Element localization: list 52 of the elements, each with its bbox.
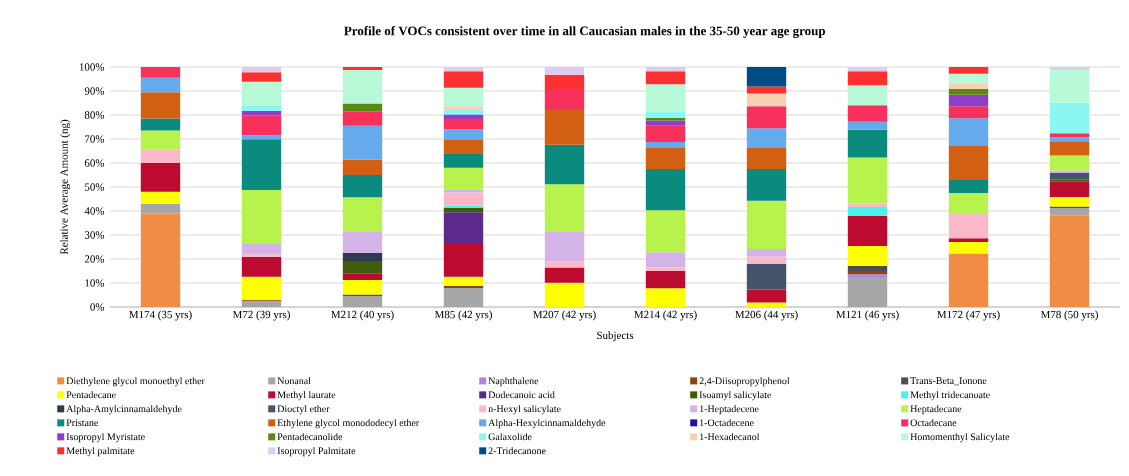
x-tick-label: M212 (40 yrs)	[331, 310, 394, 321]
x-tick-label: M72 (39 yrs)	[232, 310, 290, 321]
legend-label: Diethylene glycol monoethyl ether	[66, 377, 205, 387]
legend-label: Nonanal	[277, 377, 311, 385]
y-tick-label: 60%	[84, 159, 105, 167]
legend-label: n-Hexyl salicylate	[488, 405, 561, 415]
legend-label: Galaxolide	[488, 433, 532, 441]
x-tick-label: M214 (42 yrs)	[634, 310, 697, 321]
legend-label: Trans-Beta_Ionone	[910, 377, 987, 386]
y-tick-label: 40%	[84, 207, 105, 215]
legend-label: Methyl palmitate	[66, 447, 135, 457]
x-tick-label: M78 (50 yrs)	[1040, 310, 1098, 321]
y-tick-label: 80%	[84, 111, 105, 119]
y-tick-label: 0%	[90, 303, 105, 311]
y-tick-label: 100%	[79, 63, 105, 71]
legend-label: Isopropyl Myristate	[66, 433, 145, 443]
legend-label: Isopropyl Palmitate	[277, 447, 356, 457]
x-tick-label: M174 (35 yrs)	[129, 310, 192, 321]
x-tick-label: M121 (46 yrs)	[836, 310, 899, 321]
x-tick-label: M85 (42 yrs)	[434, 310, 492, 321]
y-tick-label: 70%	[85, 135, 105, 143]
x-tick-label: M206 (44 yrs)	[735, 310, 798, 321]
legend-label: Octadecane	[910, 419, 957, 427]
legend-label: 1-Octadecene	[700, 419, 754, 427]
legend-label: Isoamyl salicylate	[699, 391, 772, 401]
legend-label: Pentadecane	[66, 391, 116, 399]
legend-label: Alpha-Hexylcinnamaldehyde	[488, 419, 606, 429]
legend-label: Pristane	[66, 419, 98, 427]
legend-label: Homomenthyl Salicylate	[910, 433, 1010, 443]
y-tick-label: 90%	[84, 87, 105, 95]
legend-label: 1-Heptadecene	[700, 405, 759, 415]
legend-label: Naphthalene	[488, 377, 539, 387]
legend-label: Ethylene glycol monododecyl ether	[277, 419, 420, 429]
legend-label: Methyl tridecanoate	[910, 391, 990, 401]
legend-label: 2,4-Diisopropylphenol	[699, 377, 790, 387]
y-tick-label: 30%	[84, 231, 105, 239]
y-tick-label: 50%	[85, 183, 105, 191]
legend-label: Heptadecane	[910, 405, 962, 415]
x-axis-title: Subjects	[597, 331, 634, 342]
legend-label: Alpha-Amylcinnamaldehyde	[66, 405, 182, 415]
chart-title: Profile of VOCs consistent over time in all Caucasian males in the 35-50 year age group	[344, 26, 826, 39]
legend-label: Dioctyl ether	[277, 405, 330, 415]
legend-label: 2-Tridecanone	[488, 447, 546, 455]
x-tick-label: M172 (47 yrs)	[937, 310, 1000, 321]
legend-label: Dodecanoic acid	[488, 391, 555, 399]
y-axis-title: Relative Average Amount (ng)	[60, 119, 71, 255]
y-tick-label: 10%	[85, 279, 105, 287]
y-tick-label: 20%	[84, 255, 105, 263]
x-tick-label: M207 (42 yrs)	[533, 310, 596, 321]
legend-label: 1-Hexadecanol	[700, 433, 760, 441]
legend-label: Pentadecanolide	[277, 433, 343, 441]
legend-label: Methyl laurate	[277, 391, 336, 401]
